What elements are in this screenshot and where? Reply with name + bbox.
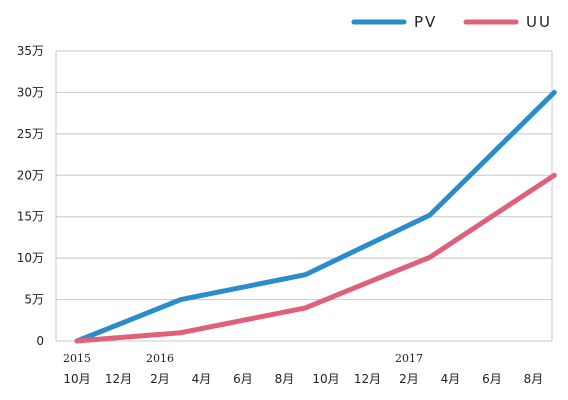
y-tick-label: 0 bbox=[36, 334, 44, 348]
series-line-pv bbox=[74, 89, 557, 344]
y-tick-label: 25万 bbox=[17, 127, 44, 141]
x-tick-label: 6月 bbox=[482, 372, 502, 386]
x-tick-label: 10月 bbox=[312, 372, 339, 386]
x-tick-label: 2月 bbox=[399, 372, 419, 386]
x-year-label: 2015 bbox=[63, 352, 91, 365]
x-tick-label: 12月 bbox=[105, 372, 132, 386]
y-tick-label: 20万 bbox=[17, 168, 44, 182]
x-tick-label: 8月 bbox=[275, 372, 295, 386]
x-tick-label: 10月 bbox=[63, 372, 90, 386]
y-tick-label: 10万 bbox=[17, 251, 44, 265]
x-year-label: 2017 bbox=[395, 352, 423, 365]
y-tick-label: 30万 bbox=[17, 85, 44, 99]
x-tick-label: 12月 bbox=[354, 372, 381, 386]
y-tick-label: 5万 bbox=[24, 293, 44, 307]
x-tick-label: 2月 bbox=[150, 372, 170, 386]
y-tick-label: 35万 bbox=[17, 44, 44, 58]
legend: PV UU bbox=[351, 13, 552, 31]
x-axis: 10月 12月 2月 4月 6月 8月 10月 12月 2月 4月 6月 8月 2015 2016 2017 bbox=[63, 352, 543, 386]
x-tick-label: 8月 bbox=[524, 372, 544, 386]
x-tick-label: 4月 bbox=[441, 372, 461, 386]
legend-label-pv: PV bbox=[414, 13, 437, 31]
x-tick-label: 6月 bbox=[233, 372, 253, 386]
series-lines bbox=[74, 89, 557, 344]
legend-label-uu: UU bbox=[526, 13, 552, 31]
series-line-uu bbox=[74, 172, 557, 344]
y-axis: 0 5万 10万 15万 20万 25万 30万 35万 bbox=[17, 44, 44, 348]
x-year-label: 2016 bbox=[146, 352, 174, 365]
grid bbox=[55, 50, 553, 342]
x-tick-label: 4月 bbox=[192, 372, 212, 386]
y-tick-label: 15万 bbox=[17, 210, 44, 224]
